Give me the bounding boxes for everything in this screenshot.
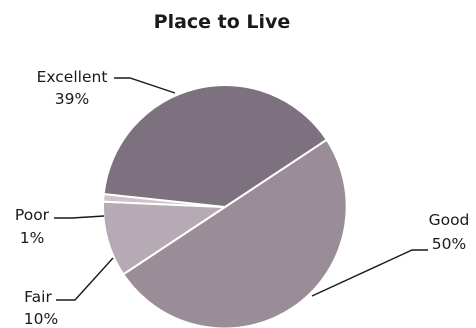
chart-title: Place to Live — [154, 11, 291, 33]
label-fair-name: Fair — [24, 288, 52, 306]
pie-slice-excellent — [102, 84, 329, 209]
pie-slices — [102, 84, 348, 328]
pie-slice-fair — [102, 200, 229, 276]
leader-line-fair — [56, 257, 114, 301]
label-excellent-percent: 39% — [55, 90, 89, 108]
leader-line-excellent — [114, 77, 176, 94]
leader-line-poor — [54, 215, 105, 219]
label-excellent-name: Excellent — [37, 68, 108, 86]
pie-slice-good — [121, 138, 348, 328]
leader-line-good — [311, 249, 428, 297]
label-fair-percent: 10% — [24, 310, 58, 328]
label-good-name: Good — [429, 211, 470, 229]
label-poor-name: Poor — [15, 206, 50, 224]
label-poor-percent: 1% — [20, 229, 45, 247]
label-good-percent: 50% — [432, 235, 466, 253]
